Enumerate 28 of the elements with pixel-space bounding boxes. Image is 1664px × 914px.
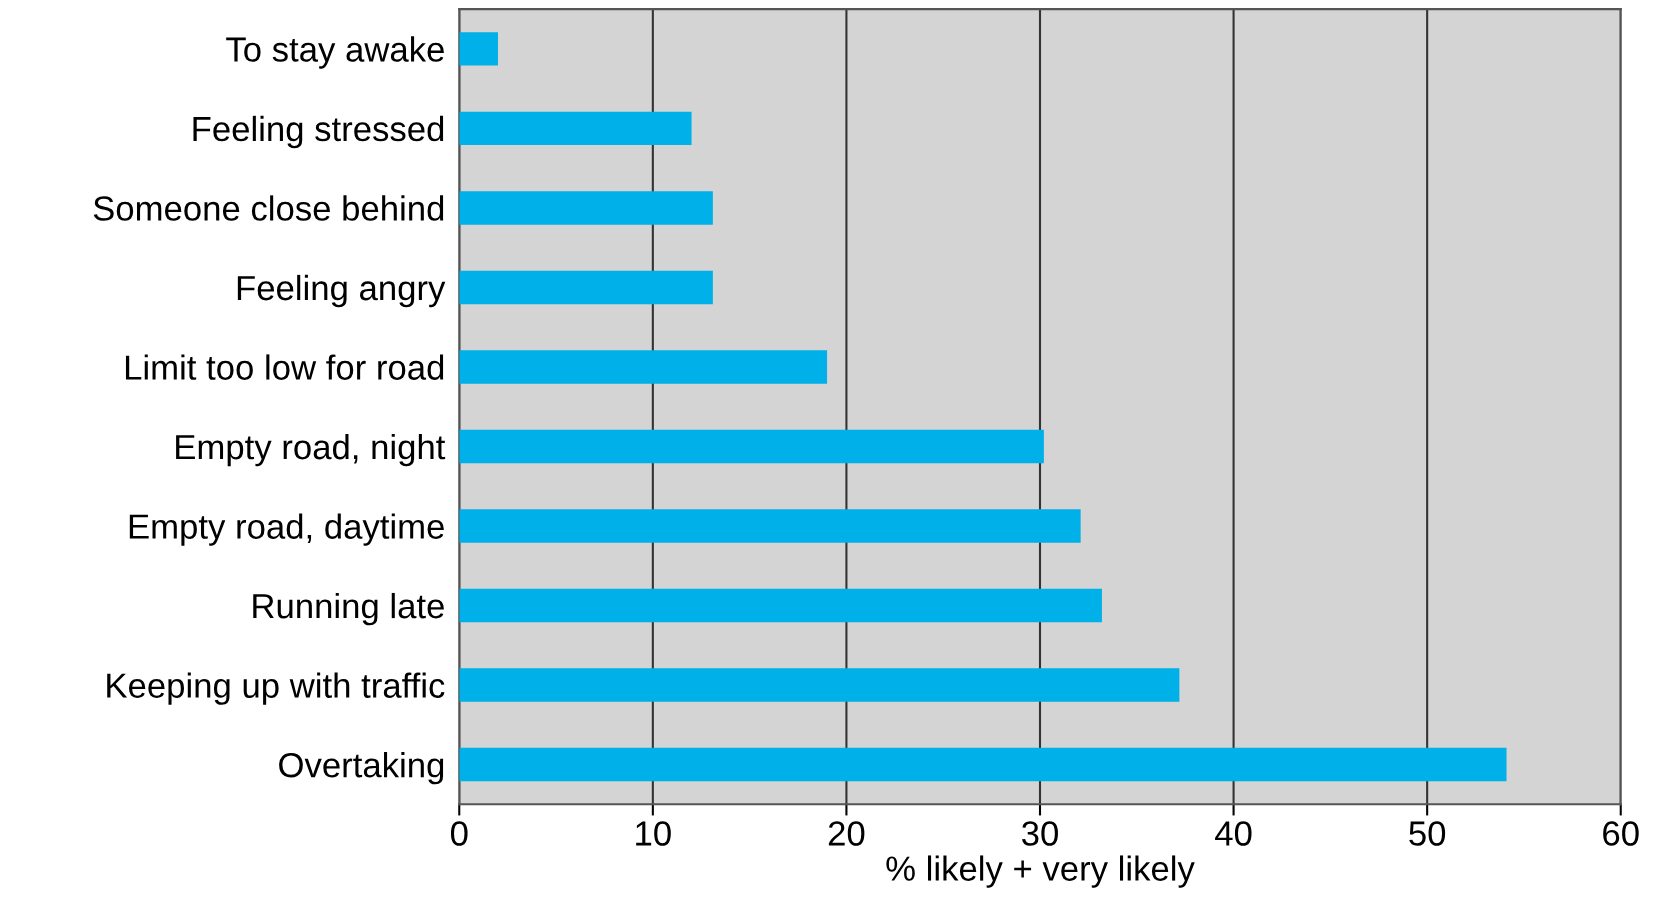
y-tick-label: Keeping up with traffic xyxy=(107,672,445,705)
bar xyxy=(459,429,1044,464)
y-tick-label: Feeling angry xyxy=(237,274,446,308)
y-tick-label: Someone close behind xyxy=(93,195,444,221)
bar xyxy=(459,588,1102,623)
y-tick-label: Empty road, daytime xyxy=(129,513,444,546)
x-tick-label: 40 xyxy=(1215,821,1252,846)
bar xyxy=(459,191,713,225)
bar xyxy=(459,32,498,66)
bar xyxy=(459,350,828,384)
y-tick-label: Empty road, night xyxy=(176,433,446,467)
bar xyxy=(459,747,1507,782)
bar xyxy=(459,111,692,146)
y-tick-label: Feeling stressed xyxy=(193,115,444,149)
x-axis-title: % likely + very likely xyxy=(886,855,1195,888)
x-tick-label: 50 xyxy=(1409,821,1446,846)
bar xyxy=(459,509,1081,543)
bar xyxy=(459,270,713,305)
x-tick-label: 0 xyxy=(450,821,468,846)
x-tick-label: 30 xyxy=(1022,821,1058,846)
y-tick-label: To stay awake xyxy=(226,36,444,69)
x-tick-label: 20 xyxy=(828,821,865,846)
x-tick-label: 10 xyxy=(636,821,671,846)
x-tick-label: 60 xyxy=(1603,821,1639,846)
bar xyxy=(459,668,1180,702)
y-tick-label: Limit too low for road xyxy=(125,354,444,380)
y-tick-label: Running late xyxy=(253,592,444,626)
y-tick-label: Overtaking xyxy=(279,751,444,785)
